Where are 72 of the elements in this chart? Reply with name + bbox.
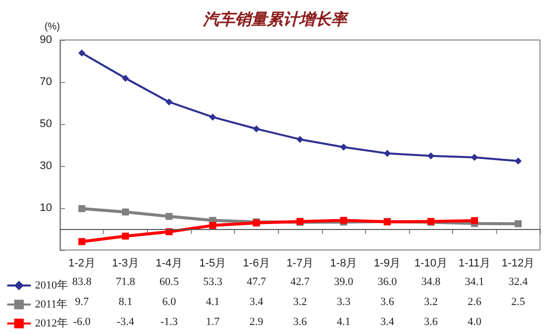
data-label: 9.7 [74, 296, 90, 308]
x-tick-label: 1-3月 [112, 258, 139, 270]
legend-label: 2012年 [35, 318, 68, 330]
data-label: 3.6 [380, 296, 395, 308]
point [252, 125, 260, 132]
point [166, 212, 173, 220]
y-tick-label: 30 [40, 160, 52, 172]
data-label: 83.8 [72, 276, 92, 288]
data-label: 3.6 [424, 316, 438, 328]
legend-label: 2010年 [35, 280, 68, 292]
data-label: 60.5 [159, 276, 180, 288]
point [209, 114, 216, 121]
x-tick-label: 1-10月 [414, 258, 448, 270]
data-label: 32.4 [508, 276, 528, 288]
data-label: 3.6 [293, 316, 308, 328]
point [296, 136, 304, 143]
data-label: 2.9 [249, 316, 264, 328]
x-tick-label: 1-12月 [502, 258, 535, 270]
point [122, 208, 129, 216]
data-label: 6.0 [162, 296, 176, 308]
y-axis-title: (%) [44, 22, 60, 32]
x-tick-label: 1-8月 [330, 258, 358, 270]
point [471, 154, 478, 161]
point [340, 144, 348, 151]
data-label: 3.4 [380, 316, 395, 328]
data-label: 4.1 [336, 316, 351, 328]
y-tick-label: 90 [40, 34, 52, 46]
data-label: 2.6 [468, 296, 482, 308]
data-label: 4.1 [206, 296, 220, 308]
data-label: 8.1 [118, 296, 132, 308]
point [514, 220, 522, 228]
x-tick-label: 1-7月 [286, 258, 314, 270]
data-label: 3.2 [424, 296, 438, 308]
x-tick-label: 1-5月 [199, 258, 226, 270]
data-label: -6.0 [73, 316, 92, 328]
y-tick-label: 50 [40, 118, 52, 130]
x-tick-label: 1-9月 [374, 258, 401, 270]
data-label: 71.8 [116, 276, 136, 288]
point [209, 222, 216, 229]
x-tick-label: 1-11月 [458, 258, 491, 270]
x-tick-label: 1-2月 [68, 258, 96, 270]
data-label: 2.5 [511, 296, 526, 308]
data-label: 1.7 [206, 316, 220, 328]
point [166, 98, 173, 106]
point [122, 74, 129, 82]
point [78, 50, 86, 57]
data-label: 3.2 [293, 296, 307, 308]
data-label: 4.0 [468, 316, 482, 328]
chart-title: 汽车销量累计增长率 [202, 10, 349, 28]
point [78, 238, 86, 246]
point [514, 157, 522, 164]
y-tick-label: 10 [40, 202, 52, 214]
point [471, 217, 478, 224]
point [427, 152, 434, 160]
data-label: 53.3 [203, 276, 223, 288]
point [384, 150, 391, 157]
data-label: -1.3 [160, 316, 178, 328]
x-tick-label: 1-4月 [156, 258, 183, 270]
data-label: 34.1 [464, 276, 484, 288]
data-label: -3.4 [116, 316, 135, 328]
data-label: 3.4 [249, 296, 264, 308]
legend-label: 2011年 [35, 298, 68, 310]
x-tick-label: 1-6月 [242, 258, 270, 270]
point [78, 205, 86, 212]
data-label: 34.8 [421, 276, 442, 288]
data-label: 39.0 [334, 276, 354, 288]
y-tick-label: 70 [40, 76, 52, 88]
point [122, 232, 129, 240]
data-label: 47.7 [246, 276, 266, 288]
data-label: 3.3 [336, 296, 352, 308]
data-label: 42.7 [290, 276, 310, 288]
data-label: 36.0 [378, 276, 398, 288]
